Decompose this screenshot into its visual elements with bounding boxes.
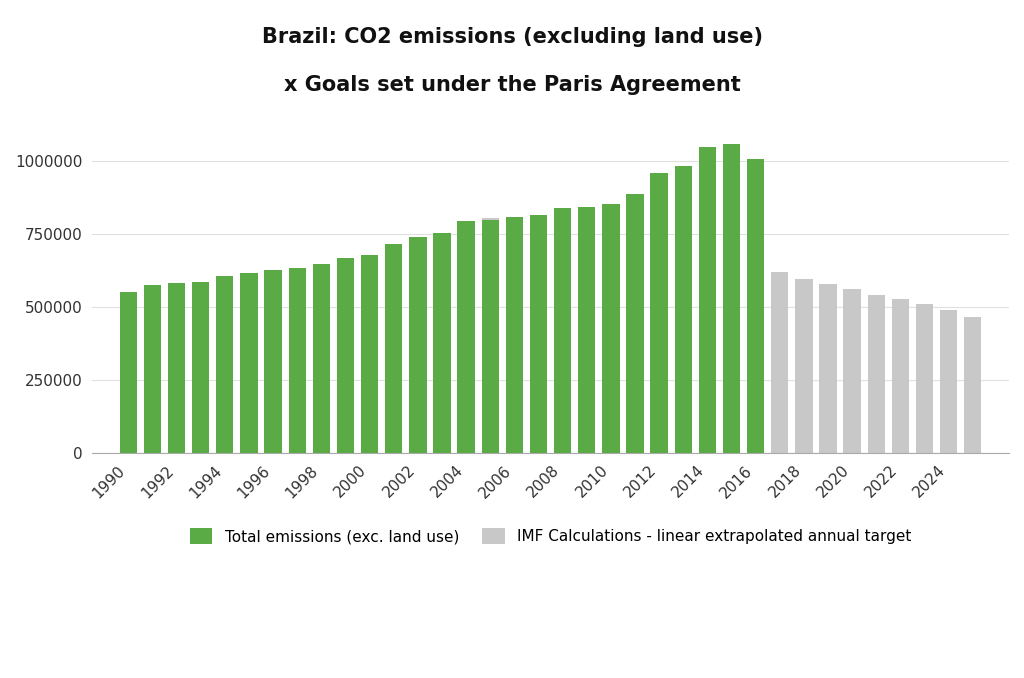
Bar [506, 220, 523, 453]
Bar [410, 237, 427, 453]
Bar [723, 260, 740, 453]
Bar [602, 236, 620, 453]
Bar [481, 218, 499, 453]
Bar [241, 273, 258, 453]
Bar [698, 147, 716, 453]
Bar [867, 295, 885, 453]
Bar [627, 194, 644, 453]
Bar [650, 173, 668, 453]
Text: Brazil: CO2 emissions (excluding land use): Brazil: CO2 emissions (excluding land us… [261, 27, 763, 47]
Bar [360, 256, 378, 453]
Bar [892, 299, 909, 453]
Bar [698, 254, 716, 453]
Bar [723, 144, 740, 453]
Bar [506, 217, 523, 453]
Bar [481, 220, 499, 453]
Bar [796, 279, 813, 453]
Bar [650, 245, 668, 453]
Bar [554, 228, 571, 453]
Legend: Total emissions (exc. land use), IMF Calculations - linear extrapolated annual t: Total emissions (exc. land use), IMF Cal… [189, 528, 911, 544]
Bar [385, 243, 402, 453]
Bar [216, 276, 233, 453]
Bar [554, 208, 571, 453]
Bar [771, 272, 788, 453]
Bar [143, 285, 161, 453]
Bar [579, 231, 595, 453]
Bar [915, 304, 933, 453]
Bar [312, 264, 330, 453]
Text: x Goals set under the Paris Agreement: x Goals set under the Paris Agreement [284, 75, 740, 94]
Bar [675, 166, 692, 453]
Bar [168, 283, 185, 453]
Bar [675, 249, 692, 453]
Bar [337, 258, 354, 453]
Bar [191, 283, 209, 453]
Bar [819, 284, 837, 453]
Bar [120, 292, 137, 453]
Bar [458, 221, 475, 453]
Bar [746, 266, 764, 453]
Bar [289, 268, 306, 453]
Bar [965, 317, 981, 453]
Bar [433, 233, 451, 453]
Bar [529, 222, 547, 453]
Bar [746, 159, 764, 453]
Bar [602, 203, 620, 453]
Bar [264, 270, 282, 453]
Bar [940, 310, 957, 453]
Bar [579, 207, 595, 453]
Bar [627, 240, 644, 453]
Bar [844, 289, 861, 453]
Bar [529, 216, 547, 453]
